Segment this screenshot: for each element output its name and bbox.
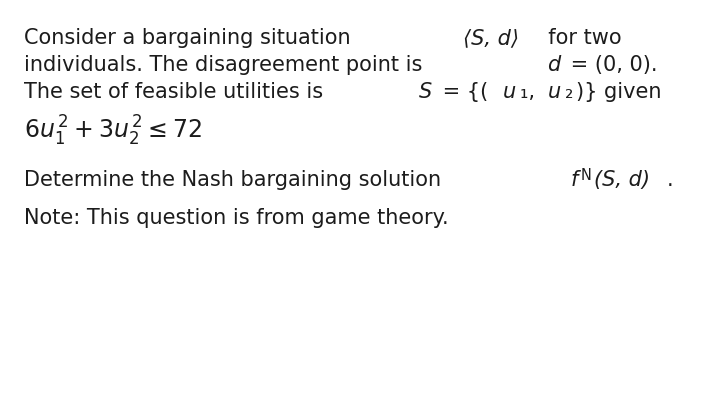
Text: u: u (548, 82, 562, 102)
Text: .: . (667, 170, 673, 190)
Text: = {(: = {( (436, 82, 488, 102)
Text: (S, d): (S, d) (594, 170, 650, 190)
Text: individuals. The disagreement point is: individuals. The disagreement point is (24, 55, 429, 75)
Text: S: S (418, 82, 432, 102)
Text: = (0, 0).: = (0, 0). (564, 55, 657, 75)
Text: Note: This question is from game theory.: Note: This question is from game theory. (24, 208, 449, 228)
Text: ₂: ₂ (565, 82, 574, 102)
Text: for two: for two (535, 28, 621, 48)
Text: d: d (546, 55, 560, 75)
Text: f: f (571, 170, 578, 190)
Text: N: N (580, 168, 591, 183)
Text: ⟨S, d⟩: ⟨S, d⟩ (462, 28, 518, 48)
Text: ₁,: ₁, (520, 82, 541, 102)
Text: u: u (503, 82, 516, 102)
Text: The set of feasible utilities is: The set of feasible utilities is (24, 82, 330, 102)
Text: Determine the Nash bargaining solution: Determine the Nash bargaining solution (24, 170, 448, 190)
Text: Consider a bargaining situation: Consider a bargaining situation (24, 28, 364, 48)
Text: )} given: )} given (576, 82, 662, 102)
Text: $6u_1^{\,2} + 3u_2^{\,2} \leq 72$: $6u_1^{\,2} + 3u_2^{\,2} \leq 72$ (24, 114, 202, 148)
